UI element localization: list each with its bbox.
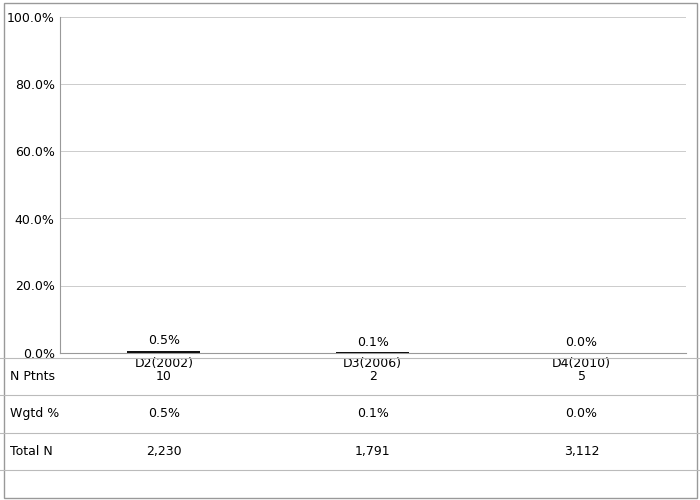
Text: 10: 10 [156,370,172,383]
Text: 2: 2 [369,370,377,383]
Text: 2,230: 2,230 [146,445,182,458]
Text: N Ptnts: N Ptnts [10,370,55,383]
Text: 1,791: 1,791 [355,445,391,458]
Text: Wgtd %: Wgtd % [10,407,60,420]
Text: 0.1%: 0.1% [357,407,388,420]
Text: 0.0%: 0.0% [566,407,598,420]
Text: 3,112: 3,112 [564,445,599,458]
Bar [127,351,200,352]
Text: 0.0%: 0.0% [566,336,598,349]
Text: 5: 5 [578,370,586,383]
Text: Total N: Total N [10,445,53,458]
Text: 0.5%: 0.5% [148,407,180,420]
Text: 0.1%: 0.1% [357,336,388,349]
Text: 0.5%: 0.5% [148,334,180,347]
